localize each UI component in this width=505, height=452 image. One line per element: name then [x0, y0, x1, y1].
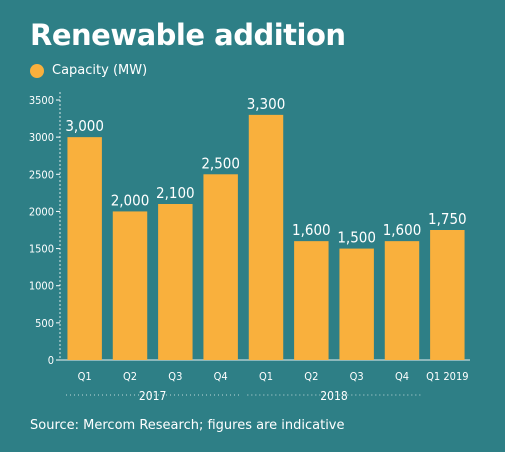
data-label: 1,500 [337, 229, 376, 247]
x-tick-label: Q4 [395, 370, 409, 383]
data-label: 1,600 [383, 221, 422, 239]
data-label: 2,100 [156, 184, 195, 202]
y-tick-label: 3000 [29, 131, 54, 144]
data-label: 1,600 [292, 221, 331, 239]
y-tick-label: 0 [48, 354, 54, 367]
x-tick-label: Q3 [350, 370, 364, 383]
x-tick-label: Q2 [123, 370, 137, 383]
x-tick-label: Q1 2019 [426, 370, 468, 383]
legend-swatch [30, 63, 44, 78]
data-label: 3,300 [247, 95, 286, 113]
source-note: Source: Mercom Research; figures are ind… [30, 418, 345, 433]
group-label: 2018 [320, 389, 348, 403]
x-tick-label: Q1 [78, 370, 92, 383]
group-label: 2017 [139, 389, 166, 403]
bar [158, 204, 193, 360]
data-label: 1,750 [428, 210, 467, 228]
x-tick-label: Q3 [168, 370, 182, 383]
legend-label: Capacity (MW) [52, 63, 148, 78]
legend: Capacity (MW) [30, 63, 147, 78]
x-tick-label: Q4 [214, 370, 228, 383]
y-tick-label: 2500 [29, 168, 54, 181]
data-label: 2,500 [201, 154, 240, 172]
bar [384, 241, 420, 360]
bar [203, 174, 238, 360]
bar [248, 114, 284, 360]
y-tick-label: 3500 [29, 94, 54, 107]
y-tick-label: 2000 [29, 205, 54, 218]
data-label: 3,000 [65, 117, 104, 135]
y-tick-label: 1500 [29, 243, 54, 256]
bar [67, 137, 102, 360]
data-label: 2,000 [111, 191, 150, 209]
bar [430, 230, 465, 360]
y-tick-label: 1000 [29, 280, 54, 293]
bar [112, 211, 148, 360]
bar [339, 248, 374, 360]
bar [294, 241, 329, 360]
chart-title: Renewable addition [30, 18, 346, 52]
y-tick-label: 500 [35, 317, 54, 330]
x-tick-label: Q1 [259, 370, 273, 383]
x-tick-label: Q2 [304, 370, 318, 383]
